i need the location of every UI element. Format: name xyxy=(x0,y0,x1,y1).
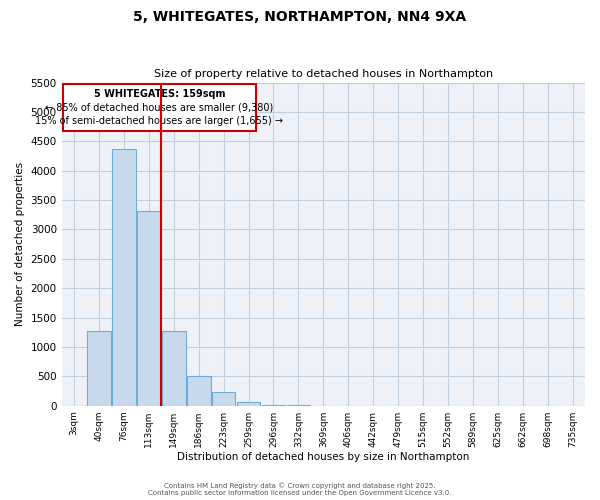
Bar xyxy=(237,402,260,406)
Text: ← 85% of detached houses are smaller (9,380): ← 85% of detached houses are smaller (9,… xyxy=(46,103,274,113)
Y-axis label: Number of detached properties: Number of detached properties xyxy=(15,162,25,326)
Bar xyxy=(137,211,161,406)
Bar xyxy=(262,404,286,406)
Text: Contains public sector information licensed under the Open Government Licence v3: Contains public sector information licen… xyxy=(148,490,452,496)
Text: 5 WHITEGATES: 159sqm: 5 WHITEGATES: 159sqm xyxy=(94,89,225,99)
X-axis label: Distribution of detached houses by size in Northampton: Distribution of detached houses by size … xyxy=(177,452,470,462)
Bar xyxy=(212,392,235,406)
Bar xyxy=(187,376,211,406)
Text: 5, WHITEGATES, NORTHAMPTON, NN4 9XA: 5, WHITEGATES, NORTHAMPTON, NN4 9XA xyxy=(133,10,467,24)
Bar xyxy=(87,331,111,406)
Bar xyxy=(112,149,136,406)
Title: Size of property relative to detached houses in Northampton: Size of property relative to detached ho… xyxy=(154,69,493,79)
Text: Contains HM Land Registry data © Crown copyright and database right 2025.: Contains HM Land Registry data © Crown c… xyxy=(164,482,436,489)
Bar xyxy=(162,330,185,406)
Text: 15% of semi-detached houses are larger (1,655) →: 15% of semi-detached houses are larger (… xyxy=(35,116,283,126)
FancyBboxPatch shape xyxy=(63,84,256,132)
